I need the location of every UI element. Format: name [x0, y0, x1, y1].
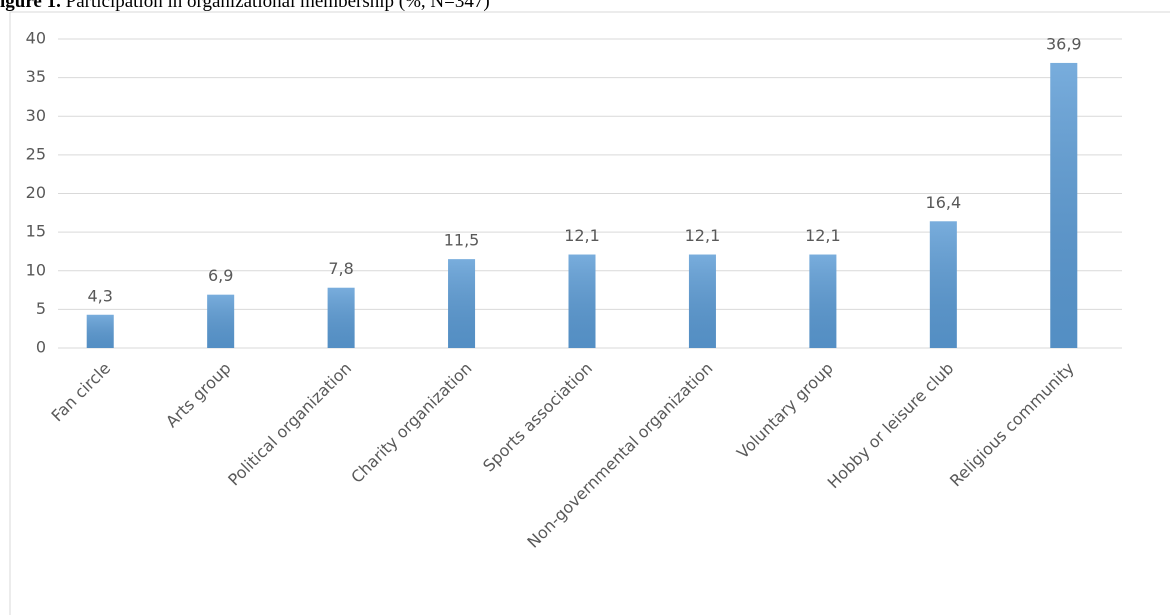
bar-shade	[1050, 62, 1078, 348]
bar-shade	[688, 254, 716, 348]
bar-shade	[809, 254, 837, 348]
title-text: Participation in organizational membersh…	[66, 0, 490, 12]
chart-title: igure 1. Participation in organizational…	[0, 0, 490, 12]
y-tick-label: 10	[26, 260, 46, 279]
data-label: 4,3	[87, 286, 112, 305]
y-tick-label: 0	[36, 338, 46, 357]
y-tick-label: 40	[26, 29, 46, 48]
bar-shade	[327, 287, 355, 348]
y-tick-label: 5	[36, 299, 46, 318]
bar-shade	[86, 314, 114, 348]
data-label: 12,1	[805, 226, 841, 245]
bar-shade	[207, 294, 235, 348]
y-tick-label: 15	[26, 222, 46, 241]
bar-shade	[929, 221, 957, 348]
y-tick-label: 20	[26, 183, 46, 202]
data-label: 6,9	[208, 266, 233, 285]
title-label: igure 1.	[0, 0, 61, 12]
y-tick-label: 35	[26, 67, 46, 86]
y-tick-label: 25	[26, 144, 46, 163]
data-label: 12,1	[564, 226, 600, 245]
bar-shade	[568, 254, 596, 348]
y-tick-label: 30	[26, 106, 46, 125]
data-label: 16,4	[926, 193, 962, 212]
bar-shade	[448, 259, 476, 348]
data-label: 11,5	[444, 231, 480, 250]
data-label: 36,9	[1046, 34, 1082, 53]
data-label: 7,8	[328, 259, 353, 278]
data-label: 12,1	[685, 226, 721, 245]
